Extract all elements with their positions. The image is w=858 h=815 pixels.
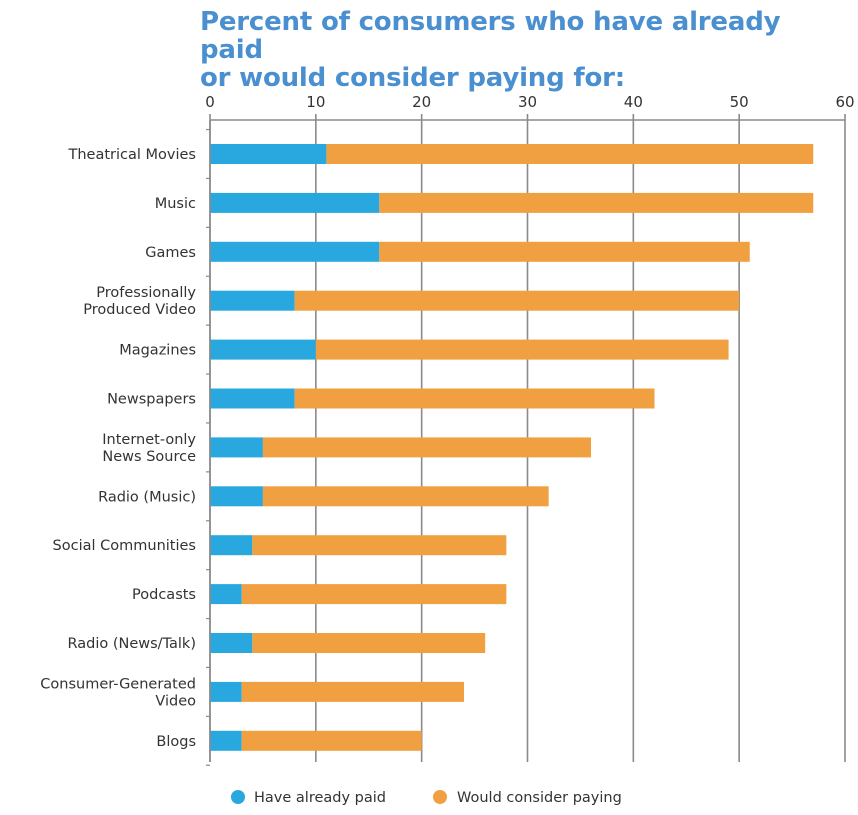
x-tick-label: 40 — [624, 93, 643, 111]
bar-already-paid-8 — [210, 535, 253, 556]
x-tick-label: 10 — [306, 93, 325, 111]
bar-would-consider-2 — [379, 241, 750, 262]
chart-title-line-1: Percent of consumers who have already pa… — [200, 7, 781, 65]
category-label: News Source — [102, 449, 196, 465]
category-label: Blogs — [156, 734, 196, 750]
category-label: Radio (Music) — [98, 489, 196, 505]
category-label: Magazines — [119, 343, 196, 359]
bar-already-paid-10 — [210, 633, 253, 653]
category-label: Music — [155, 196, 196, 212]
bar-would-consider-10 — [252, 633, 486, 653]
bar-already-paid-11 — [210, 681, 242, 702]
category-label: Produced Video — [83, 302, 196, 318]
legend-label-would-consider: Would consider paying — [457, 790, 622, 806]
category-label: Consumer-Generated — [40, 676, 196, 692]
category-label: Newspapers — [107, 392, 196, 408]
bar-would-consider-4 — [315, 339, 729, 360]
bar-already-paid-12 — [210, 730, 242, 751]
category-label: Theatrical Movies — [68, 147, 197, 163]
bar-would-consider-0 — [326, 144, 814, 164]
x-tick-label: 60 — [835, 93, 854, 111]
category-label: Professionally — [96, 285, 196, 301]
legend-marker-would-consider — [433, 790, 447, 804]
category-label: Radio (News/Talk) — [67, 636, 196, 652]
x-tick-label: 20 — [412, 93, 431, 111]
chart-title: Percent of consumers who have already pa… — [200, 8, 840, 92]
bar-would-consider-11 — [241, 681, 464, 702]
bar-would-consider-5 — [294, 388, 655, 409]
bar-already-paid-4 — [210, 339, 316, 360]
bar-would-consider-12 — [241, 730, 422, 751]
bar-would-consider-7 — [262, 486, 549, 507]
legend-marker-already-paid — [231, 790, 245, 804]
x-tick-label: 30 — [518, 93, 537, 111]
bar-already-paid-9 — [210, 584, 242, 605]
bar-already-paid-0 — [210, 144, 327, 164]
x-tick-label: 0 — [205, 93, 215, 111]
bar-already-paid-7 — [210, 486, 263, 507]
category-label: Social Communities — [53, 538, 196, 554]
category-label: Video — [155, 693, 196, 709]
x-tick-label: 50 — [730, 93, 749, 111]
category-label: Internet-only — [102, 432, 196, 448]
bar-would-consider-9 — [241, 584, 507, 605]
bar-would-consider-3 — [294, 290, 740, 311]
bar-would-consider-1 — [379, 192, 814, 213]
bar-already-paid-3 — [210, 290, 295, 311]
category-label: Games — [145, 245, 196, 261]
bar-already-paid-1 — [210, 192, 380, 213]
legend-label-already-paid: Have already paid — [254, 790, 386, 806]
bar-would-consider-6 — [262, 437, 591, 458]
bar-already-paid-5 — [210, 388, 295, 409]
chart-title-line-2: or would consider paying for: — [200, 63, 625, 93]
bar-already-paid-6 — [210, 437, 263, 458]
bar-would-consider-8 — [252, 535, 507, 556]
bar-already-paid-2 — [210, 241, 380, 262]
category-label: Podcasts — [132, 587, 196, 603]
